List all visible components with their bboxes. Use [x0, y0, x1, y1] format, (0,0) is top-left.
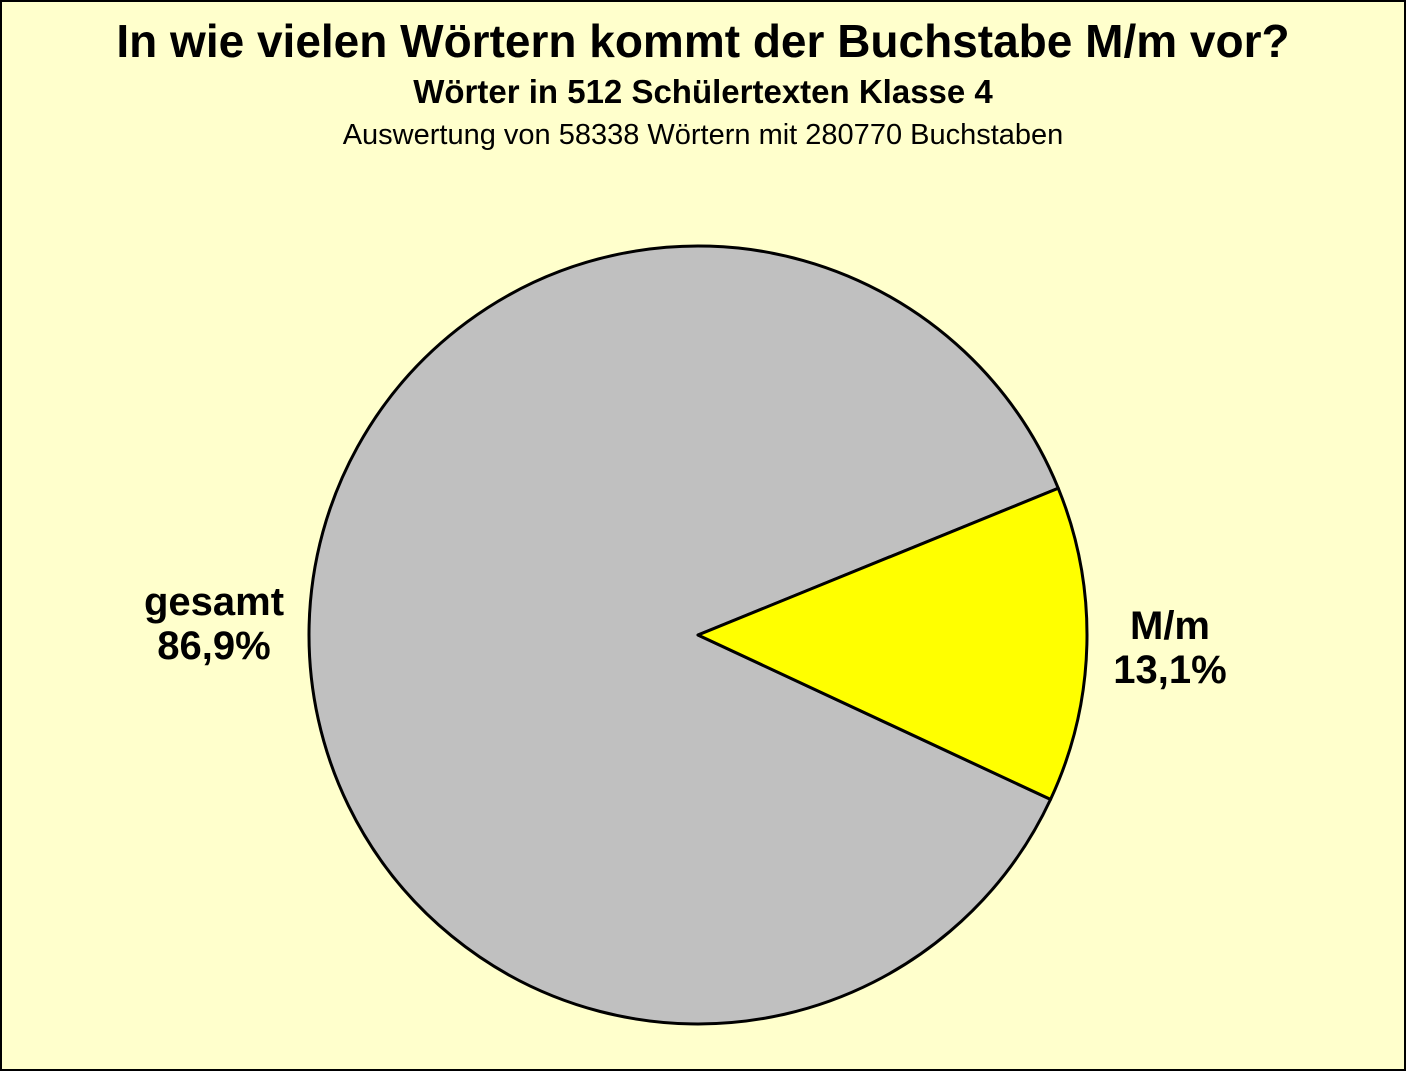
slice-label-gesamt: gesamt 86,9%: [64, 580, 364, 668]
slice-label-mm-percent: 13,1%: [1113, 648, 1227, 692]
chart-note: Auswertung von 58338 Wörtern mit 280770 …: [342, 119, 1064, 151]
pie-slice-mm: [696, 486, 1089, 801]
slice-label-gesamt-name: gesamt: [143, 580, 285, 624]
chart-subtitle: Wörter in 512 Schülertexten Klasse 4: [413, 73, 993, 110]
pie-slice-gesamt: [307, 244, 1060, 1026]
slice-label-mm-name: M/m: [1130, 604, 1210, 648]
slice-label-mm: M/m 13,1%: [1020, 604, 1320, 692]
chart-title: In wie vielen Wörtern kommt der Buchstab…: [116, 15, 1290, 67]
slice-label-gesamt-percent: 86,9%: [157, 624, 271, 668]
